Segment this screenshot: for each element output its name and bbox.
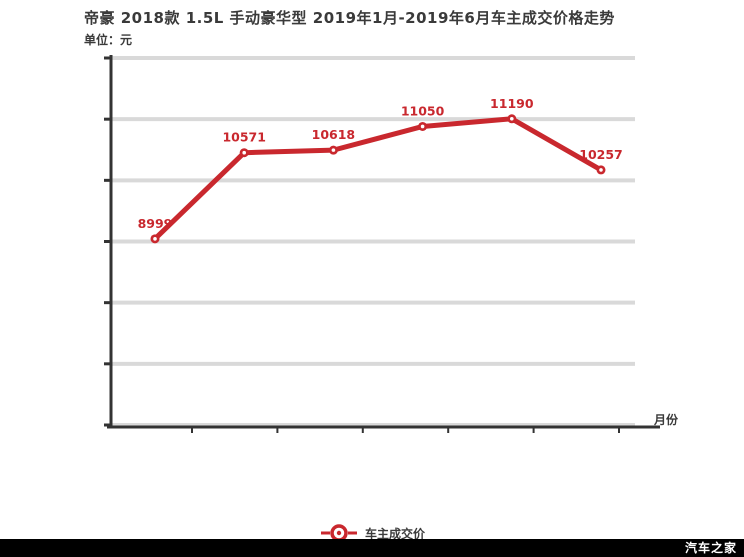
data-point-label: 10618 [312, 127, 356, 142]
price-trend-chart: 8999 10571 10618 11050 11190 10257 [104, 55, 660, 433]
data-point-label: 11050 [401, 103, 445, 118]
chart-title: 帝豪 2018款 1.5L 手动豪华型 2019年1月-2019年6月车主成交价… [84, 9, 615, 27]
x-axis-label: 月份 [654, 413, 679, 427]
data-point-core [153, 237, 157, 241]
data-point-core [331, 148, 336, 152]
data-point-label: 8999 [138, 216, 173, 231]
data-point-label: 10571 [222, 130, 266, 145]
legend-label: 车主成交价 [364, 526, 425, 541]
data-point-core [420, 124, 425, 129]
data-point-core [510, 117, 514, 121]
price-line [152, 116, 604, 242]
data-point-core [242, 150, 246, 155]
watermark-bar: 汽车之家 [0, 539, 744, 557]
y-axis-unit-label: 单位：元 [84, 33, 133, 47]
data-point-core [599, 168, 603, 172]
data-point-label: 11190 [490, 96, 534, 111]
watermark-logo-text: 汽车之家 [684, 541, 737, 555]
data-point-label: 10257 [579, 147, 623, 162]
